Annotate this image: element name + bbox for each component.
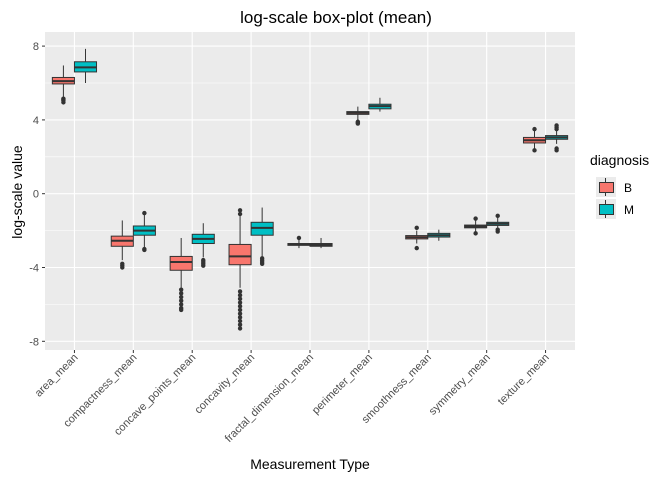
outlier-point <box>237 322 243 327</box>
outlier-point <box>201 263 206 268</box>
outlier-point <box>178 302 184 307</box>
outlier-point <box>178 307 184 313</box>
outlier-point <box>237 292 243 298</box>
outlier-point <box>473 216 478 221</box>
y-tick-label: 8 <box>33 41 39 53</box>
outlier-point <box>237 326 243 331</box>
outlier-point <box>532 148 537 153</box>
outlier-point <box>414 245 419 251</box>
outlier-point <box>178 294 184 300</box>
box-b-concavity_mean <box>228 243 252 266</box>
outlier-point <box>142 210 147 216</box>
outlier-point <box>237 289 243 294</box>
outlier-point <box>237 296 243 302</box>
outlier-point <box>473 231 478 236</box>
legend-key-m-box <box>599 204 614 215</box>
y-tick-label: 0 <box>33 189 39 201</box>
outlier-point <box>296 235 302 241</box>
legend-key-m <box>596 199 616 219</box>
legend-label-m: M <box>624 203 634 217</box>
outlier-point <box>237 315 243 320</box>
x-tick-label: concavity_mean <box>193 352 258 417</box>
outlier-point <box>142 247 147 253</box>
box-b-concave_points_mean <box>169 255 193 271</box>
x-tick-label: area_mean <box>33 352 81 400</box>
outlier-point <box>178 298 184 303</box>
outlier-point <box>532 126 537 132</box>
outlier-point <box>178 291 184 296</box>
outlier-point <box>554 146 559 151</box>
y-axis-title: log-scale value <box>9 145 25 239</box>
outlier-point <box>237 304 243 309</box>
x-tick-label: texture_mean <box>496 352 552 408</box>
legend-key-b <box>596 177 616 197</box>
x-axis-title: Measurement Type <box>250 456 370 472</box>
outlier-point <box>237 300 243 305</box>
x-tick-label: symmetry_mean <box>427 352 493 418</box>
y-tick-label: -4 <box>29 263 39 275</box>
legend-key-b-box <box>599 182 614 193</box>
outlier-point <box>178 287 184 292</box>
outlier-point <box>237 318 243 324</box>
legend-label-b: B <box>624 181 633 195</box>
legend-title: diagnosis <box>590 152 650 168</box>
outlier-point <box>237 211 243 217</box>
outlier-point <box>120 265 125 270</box>
outlier-point <box>495 213 500 219</box>
chart-title: log-scale box-plot (mean) <box>240 8 432 27</box>
outlier-point <box>237 311 243 316</box>
outlier-point <box>237 208 243 213</box>
y-tick-label: 4 <box>33 115 39 127</box>
outlier-point <box>355 121 361 126</box>
outlier-point <box>414 225 419 231</box>
outlier-point <box>237 307 243 313</box>
outlier-point <box>554 123 559 128</box>
outlier-point <box>61 100 66 105</box>
x-tick-label: perimeter_mean <box>310 352 375 417</box>
outlier-point <box>259 261 265 267</box>
outlier-point <box>495 229 500 234</box>
y-tick-label: -8 <box>29 336 39 348</box>
